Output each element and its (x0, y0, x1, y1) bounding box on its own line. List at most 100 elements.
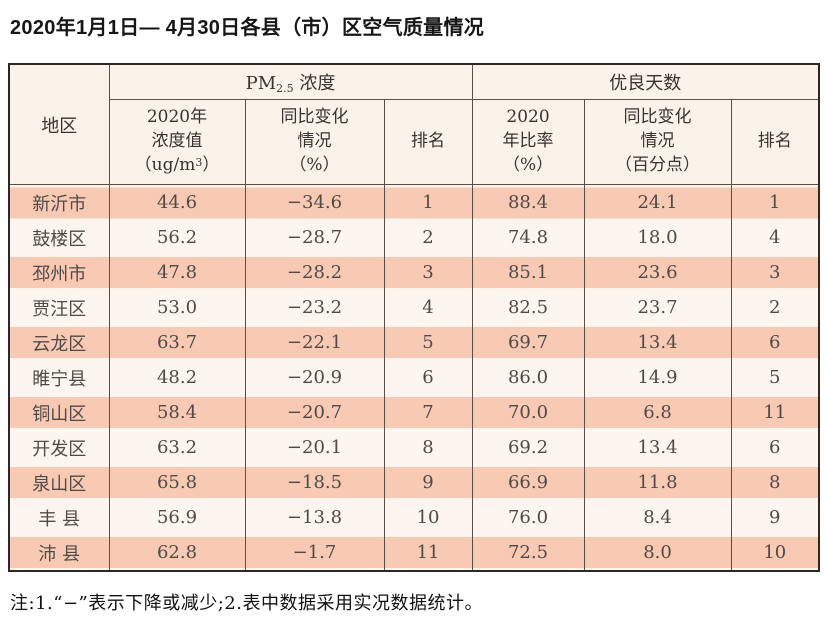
pm-change-cell: −34.6 (244, 184, 385, 220)
header-good-ratio-line2: 年比率 (502, 131, 554, 152)
region-cell: 邳州市 (8, 255, 110, 290)
header-good-change-line2: 情况 (640, 131, 675, 152)
header-good-change: 同比变化 情况 （百分点） (583, 99, 732, 185)
header-pm-value-line1: 2020年 (146, 107, 208, 128)
header-pm-value-unit: （ug/m3） (110, 154, 245, 178)
unit-prefix: （ug/m (134, 154, 196, 175)
good-change-cell: 6.8 (583, 395, 732, 430)
pm-rank-cell: 5 (383, 325, 473, 360)
region-cell: 贾汪区 (8, 290, 110, 325)
good-ratio-cell: 74.8 (471, 220, 585, 255)
region-cell: 泉山区 (8, 465, 110, 500)
good-ratio-cell: 69.2 (471, 430, 585, 465)
table-row: 睢宁县 48.2 −20.9 6 86.0 14.9 5 (8, 360, 820, 395)
pm-rank-cell: 10 (383, 500, 473, 535)
pm-change-cell: −20.1 (244, 430, 385, 465)
header-good-ratio-unit: （%） (502, 154, 554, 175)
region-cell: 沛 县 (8, 535, 110, 571)
pm-rank-cell: 9 (383, 465, 473, 500)
pm-rank-cell: 1 (383, 184, 473, 220)
pm-change-cell: −18.5 (244, 465, 385, 500)
pm-rank-cell: 2 (383, 220, 473, 255)
region-cell: 新沂市 (8, 184, 110, 220)
table-row: 云龙区 63.7 −22.1 5 69.7 13.4 6 (8, 325, 820, 360)
header-region: 地区 (8, 63, 110, 185)
pm-value-cell: 47.8 (108, 255, 246, 290)
pm-value-cell: 56.2 (108, 220, 246, 255)
sub-header-row: 2020年 浓度值 （ug/m3） 同比变化 情况 （%） 排名 2020 年比… (9, 99, 820, 185)
pm-change-cell: −22.1 (244, 325, 385, 360)
good-rank-cell: 4 (730, 220, 820, 255)
table-row: 贾汪区 53.0 −23.2 4 82.5 23.7 2 (8, 290, 820, 325)
pm25-label-prefix: PM (245, 73, 277, 94)
region-cell: 云龙区 (8, 325, 110, 360)
pm-value-cell: 56.9 (108, 500, 246, 535)
pm-rank-cell: 4 (383, 290, 473, 325)
good-change-cell: 13.4 (583, 325, 732, 360)
pm25-subscript: 2.5 (276, 82, 294, 95)
good-change-cell: 18.0 (583, 220, 732, 255)
pm-value-cell: 63.2 (108, 430, 246, 465)
table-row: 邳州市 47.8 −28.2 3 85.1 23.6 3 (8, 255, 820, 290)
unit-suffix: ） (202, 154, 220, 175)
good-rank-cell: 9 (730, 500, 820, 535)
table-row: 鼓楼区 56.2 −28.7 2 74.8 18.0 4 (8, 220, 820, 255)
good-rank-cell: 11 (730, 395, 820, 430)
good-ratio-cell: 88.4 (471, 184, 585, 220)
header-pm-rank: 排名 (383, 99, 473, 185)
good-ratio-cell: 76.0 (471, 500, 585, 535)
good-change-cell: 11.8 (583, 465, 732, 500)
pm-change-cell: −20.9 (244, 360, 385, 395)
region-cell: 丰 县 (8, 500, 110, 535)
good-rank-cell: 1 (730, 184, 820, 220)
good-ratio-cell: 72.5 (471, 535, 585, 571)
pm-value-cell: 53.0 (108, 290, 246, 325)
good-change-cell: 8.0 (583, 535, 732, 571)
pm-change-cell: −13.8 (244, 500, 385, 535)
header-good-ratio: 2020 年比率 （%） (471, 99, 585, 185)
region-cell: 开发区 (8, 430, 110, 465)
good-rank-cell: 6 (730, 430, 820, 465)
good-change-cell: 13.4 (583, 430, 732, 465)
pm-value-cell: 44.6 (108, 184, 246, 220)
region-cell: 铜山区 (8, 395, 110, 430)
header-group-good-days: 优良天数 (471, 63, 820, 100)
air-quality-table: 地区 PM2.5 浓度 优良天数 2020年 浓度值 （ug/m3） 同比变化 … (8, 63, 821, 572)
unit-superscript: 3 (195, 155, 203, 169)
header-pm-change-line2: 情况 (297, 131, 332, 152)
header-group-pm25: PM2.5 浓度 (108, 63, 473, 100)
page-title: 2020年1月1日— 4月30日各县（市）区空气质量情况 (10, 17, 485, 39)
good-rank-cell: 2 (730, 290, 820, 325)
pm-change-cell: −28.2 (244, 255, 385, 290)
good-change-cell: 23.7 (583, 290, 732, 325)
header-good-change-unit: （百分点） (615, 154, 701, 175)
good-change-cell: 8.4 (583, 500, 732, 535)
good-ratio-cell: 82.5 (471, 290, 585, 325)
table-row: 新沂市 44.6 −34.6 1 88.4 24.1 1 (8, 184, 820, 220)
good-ratio-cell: 85.1 (471, 255, 585, 290)
pm25-label-suffix: 浓度 (293, 73, 336, 94)
pm-value-cell: 62.8 (108, 535, 246, 571)
pm-change-cell: −23.2 (244, 290, 385, 325)
table-header: 地区 PM2.5 浓度 优良天数 2020年 浓度值 （ug/m3） 同比变化 … (8, 63, 820, 185)
group-header-row: 地区 PM2.5 浓度 优良天数 (8, 63, 820, 185)
pm-value-cell: 58.4 (108, 395, 246, 430)
good-change-cell: 23.6 (583, 255, 732, 290)
pm-change-cell: −28.7 (244, 220, 385, 255)
pm-change-cell: −1.7 (244, 535, 385, 571)
header-pm-change: 同比变化 情况 （%） (244, 99, 385, 185)
table-row: 泉山区 65.8 −18.5 9 66.9 11.8 8 (8, 465, 820, 500)
region-cell: 鼓楼区 (8, 220, 110, 255)
good-change-cell: 14.9 (583, 360, 732, 395)
header-pm-change-unit: （%） (289, 154, 340, 175)
good-change-cell: 24.1 (583, 184, 732, 220)
header-pm-change-line1: 同比变化 (280, 107, 349, 128)
pm-change-cell: −20.7 (244, 395, 385, 430)
pm-rank-cell: 6 (383, 360, 473, 395)
good-rank-cell: 5 (730, 360, 820, 395)
good-ratio-cell: 69.7 (471, 325, 585, 360)
footnote: 注:1.“−”表示下降或减少;2.表中数据采用实况数据统计。 (10, 593, 483, 614)
table-row: 丰 县 56.9 −13.8 10 76.0 8.4 9 (8, 500, 820, 535)
table-row: 开发区 63.2 −20.1 8 69.2 13.4 6 (8, 430, 820, 465)
good-rank-cell: 10 (730, 535, 820, 571)
